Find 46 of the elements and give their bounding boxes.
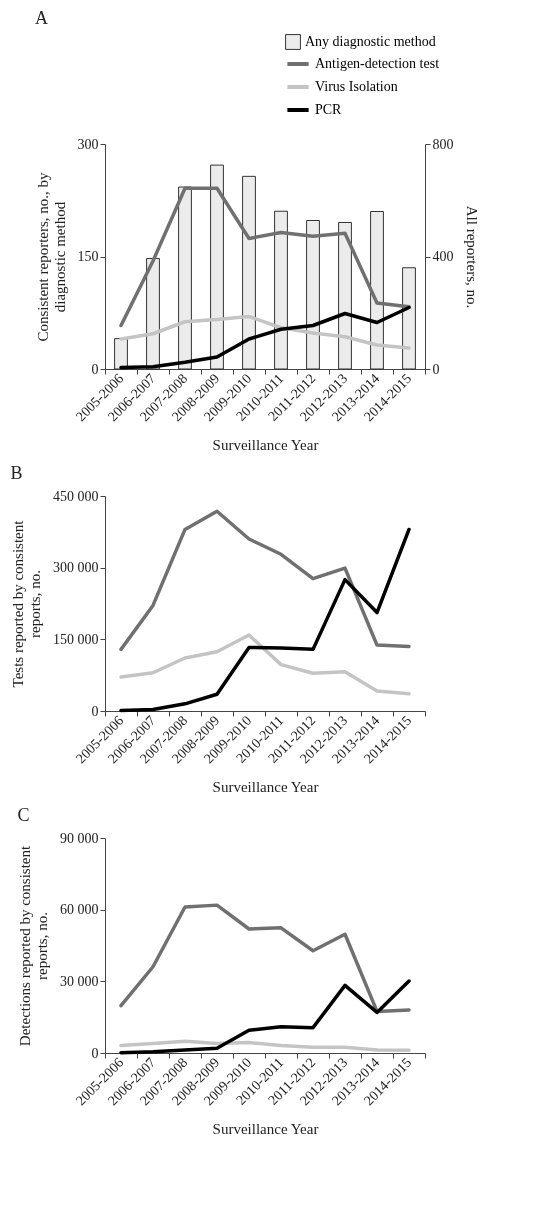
line-series [119,509,411,652]
line-series [119,633,411,696]
x-axis-title: Surveillance Year [212,437,319,454]
bar [306,220,320,370]
y-tick-label: 0 [91,1045,99,1061]
line-series [119,1039,411,1052]
chart-title: B [10,463,23,483]
y-tick-label: 60 000 [60,902,99,918]
legend-label: Antigen-detection test [315,56,440,71]
y2-tick-label: 0 [432,361,440,377]
bar [274,210,288,370]
chart-title: A [35,8,48,28]
y-axis-title: Consistent reporters, no., by diagnostic method [34,171,68,342]
y-tick-label: 150 000 [53,631,99,647]
bar [338,221,352,370]
bar [402,267,416,370]
y-tick-label: 450 000 [53,488,99,504]
y-tick-label: 30 000 [60,973,99,989]
legend-label: Any diagnostic method [305,34,436,49]
line-series [119,527,411,713]
y-tick-label: 0 [91,703,99,719]
y-tick-label: 300 000 [53,560,99,576]
y-axis-title: Detections reported by consistent reports, no. [17,844,50,1047]
y-tick-label: 150 [77,249,99,264]
y2-tick-label: 800 [432,136,454,152]
line-series [119,903,411,1014]
chart-title: C [17,805,30,825]
bar [114,338,128,370]
y-axis-title: Tests reported by consistent reports, no. [10,519,43,688]
line-series [119,186,411,328]
bar [210,164,224,370]
y2-tick-label: 400 [432,249,454,264]
legend-label: PCR [315,102,343,117]
y-tick-label: 300 [77,136,99,152]
line-series [119,305,411,370]
bar [242,175,256,370]
line-series [119,979,411,1055]
bar [178,186,192,370]
y-tick-label: 90 000 [60,830,99,846]
x-axis-title: Surveillance Year [212,779,319,796]
line-series [119,314,411,350]
bar [370,211,384,370]
y2-axis-title: All reporters, no. [463,205,480,309]
x-axis-title: Surveillance Year [212,1121,319,1138]
legend-label: Virus Isolation [315,79,398,94]
y-tick-label: 0 [91,361,99,377]
